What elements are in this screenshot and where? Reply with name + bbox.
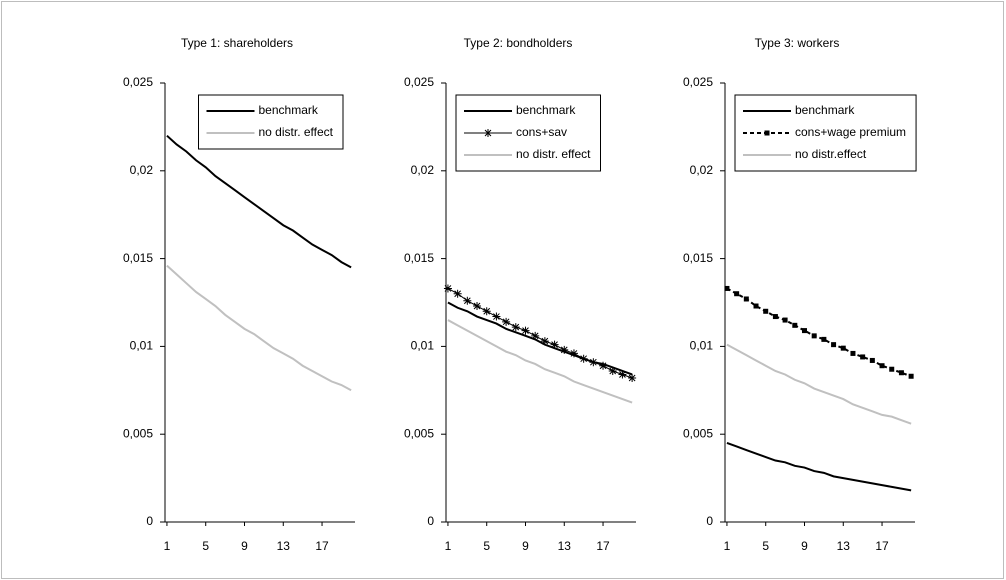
y-tick-label: 0 xyxy=(427,514,434,528)
marker-star xyxy=(599,361,608,370)
y-tick-label: 0,02 xyxy=(130,163,154,177)
legend-label: cons+sav xyxy=(516,125,567,139)
chart-title: Type 3: workers xyxy=(755,36,840,50)
y-tick-label: 0,025 xyxy=(404,75,434,89)
x-tick-label: 1 xyxy=(724,539,731,553)
marker-square xyxy=(792,322,798,328)
legend-label: no distr. effect xyxy=(516,147,591,161)
x-tick-label: 5 xyxy=(483,539,490,553)
y-tick-label: 0,005 xyxy=(123,426,153,440)
marker-square xyxy=(743,296,749,302)
chart-title: Type 1: shareholders xyxy=(181,36,293,50)
x-tick-label: 17 xyxy=(315,539,329,553)
marker-star xyxy=(492,312,501,321)
marker-square xyxy=(860,354,866,360)
series-line xyxy=(166,134,352,269)
y-tick-label: 0,01 xyxy=(130,339,154,353)
legend: benchmark no distr. effect xyxy=(198,94,344,150)
x-tick-label: 9 xyxy=(522,539,529,553)
marker-square xyxy=(763,308,769,314)
y-tick-label: 0,015 xyxy=(404,251,434,265)
marker-square xyxy=(889,366,895,372)
marker-square xyxy=(850,350,856,356)
marker-star xyxy=(608,366,617,375)
marker-star xyxy=(628,374,637,383)
marker-star xyxy=(511,323,520,332)
marker-square xyxy=(898,370,904,376)
marker-square xyxy=(840,345,846,351)
marker-star xyxy=(560,345,569,354)
series-line xyxy=(726,343,912,425)
marker-square xyxy=(821,336,827,342)
x-tick-label: 9 xyxy=(801,539,808,553)
marker-star xyxy=(540,337,549,346)
marker-square xyxy=(811,333,817,339)
series-line xyxy=(447,288,633,379)
marker-square xyxy=(869,357,875,363)
marker-star xyxy=(550,340,559,349)
legend-marker xyxy=(484,129,492,137)
y-tick-label: 0,01 xyxy=(690,339,714,353)
y-tick-label: 0,005 xyxy=(683,426,713,440)
legend-label: cons+wage premium xyxy=(795,125,906,139)
marker-square xyxy=(908,373,914,379)
legend: benchmark cons+sav no distr. effect xyxy=(455,94,601,172)
series-line xyxy=(726,442,912,492)
y-tick-label: 0,015 xyxy=(683,251,713,265)
chart-title: Type 2: bondholders xyxy=(464,36,573,50)
marker-square xyxy=(831,342,837,348)
marker-star xyxy=(521,326,530,335)
x-tick-label: 17 xyxy=(875,539,889,553)
marker-star xyxy=(531,331,540,340)
y-tick-label: 0,01 xyxy=(411,339,435,353)
marker-square xyxy=(724,285,730,291)
x-tick-label: 5 xyxy=(762,539,769,553)
x-tick-label: 1 xyxy=(164,539,171,553)
marker-square xyxy=(734,291,740,297)
y-tick-label: 0,025 xyxy=(123,75,153,89)
y-tick-label: 0 xyxy=(706,514,713,528)
y-tick-label: 0,005 xyxy=(404,426,434,440)
marker-star xyxy=(569,349,578,358)
y-tick-label: 0 xyxy=(146,514,153,528)
marker-square xyxy=(879,363,885,369)
marker-star xyxy=(579,354,588,363)
legend-label: no distr. effect xyxy=(259,125,334,139)
legend-label: benchmark xyxy=(259,103,319,117)
legend: benchmark cons+wage premium no distr.effec… xyxy=(734,94,917,172)
legend-marker xyxy=(764,130,770,136)
x-tick-label: 1 xyxy=(445,539,452,553)
y-tick-label: 0,015 xyxy=(123,251,153,265)
legend-box xyxy=(198,94,344,150)
marker-star xyxy=(463,296,472,305)
legend-label: no distr.effect xyxy=(795,147,867,161)
y-tick-label: 0,025 xyxy=(683,75,713,89)
marker-star xyxy=(443,284,452,293)
marker-star xyxy=(453,289,462,298)
x-tick-label: 13 xyxy=(558,539,572,553)
x-tick-label: 5 xyxy=(202,539,209,553)
legend-label: benchmark xyxy=(516,103,576,117)
y-tick-label: 0,02 xyxy=(411,163,435,177)
marker-square xyxy=(772,314,778,320)
marker-star xyxy=(473,302,482,311)
x-tick-label: 13 xyxy=(277,539,291,553)
marker-star xyxy=(618,370,627,379)
marker-square xyxy=(753,303,759,309)
x-tick-label: 13 xyxy=(837,539,851,553)
marker-square xyxy=(782,317,788,323)
marker-square xyxy=(801,328,807,334)
marker-star xyxy=(502,317,511,326)
series-line xyxy=(166,264,352,392)
marker-star xyxy=(589,358,598,367)
x-tick-label: 17 xyxy=(596,539,610,553)
marker-star xyxy=(482,307,491,316)
y-tick-label: 0,02 xyxy=(690,163,714,177)
legend-label: benchmark xyxy=(795,103,855,117)
x-tick-label: 9 xyxy=(241,539,248,553)
series-line xyxy=(447,319,633,404)
